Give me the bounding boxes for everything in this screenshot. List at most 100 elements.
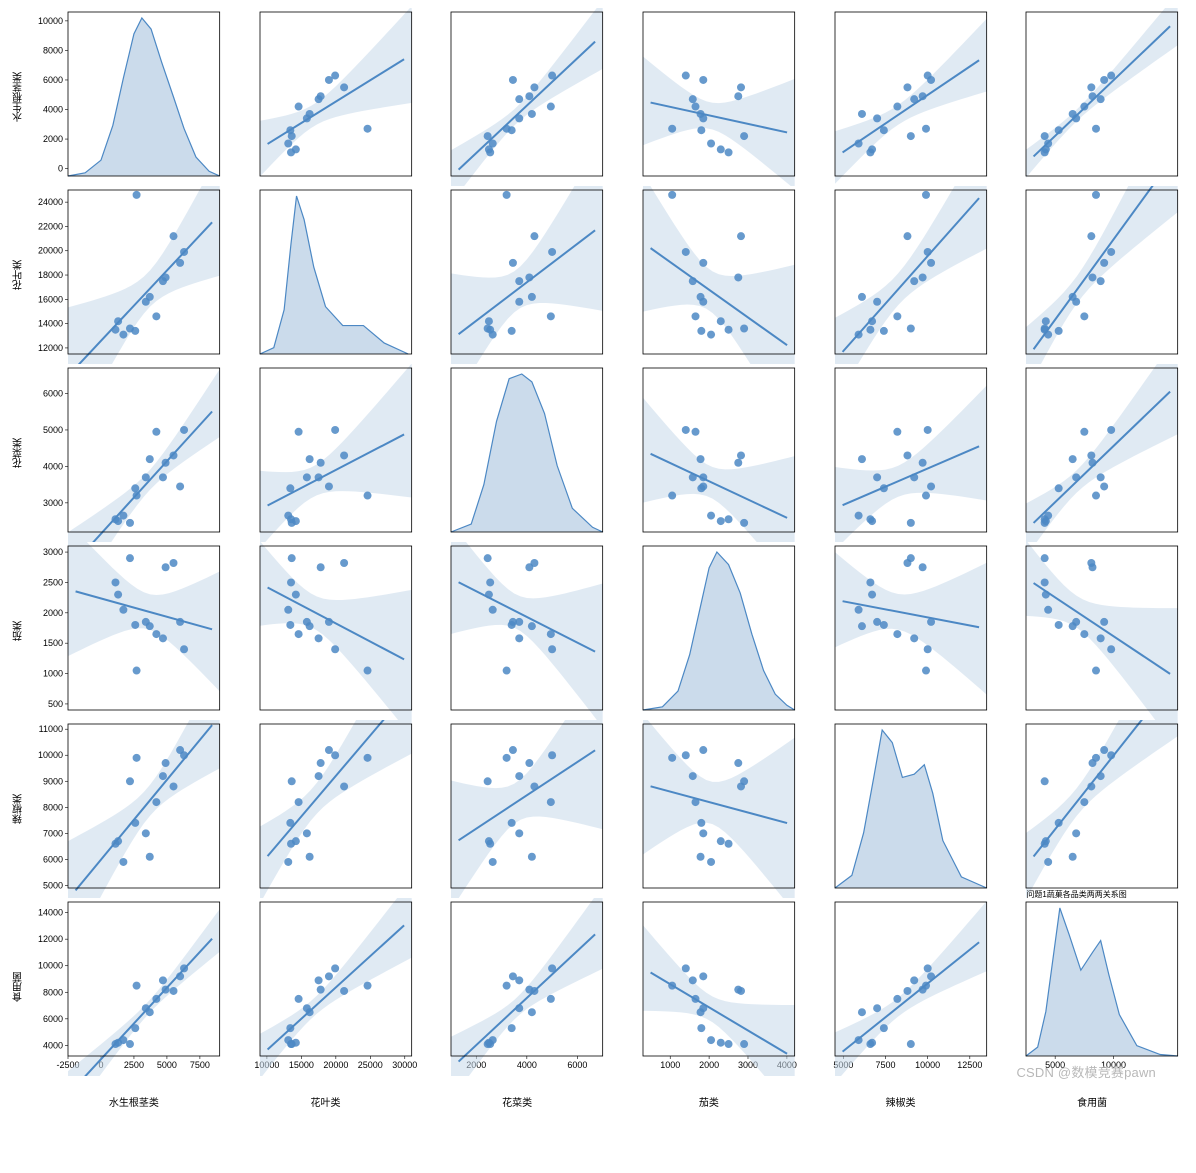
svg-text:18000: 18000 — [38, 270, 63, 280]
svg-text:500: 500 — [48, 699, 63, 709]
scatter-panel — [421, 8, 613, 186]
scatter-panel — [996, 542, 1188, 720]
scatter-panel — [230, 364, 422, 542]
svg-text:2000: 2000 — [43, 608, 63, 618]
scatter-panel — [613, 186, 805, 364]
svg-text:24000: 24000 — [38, 197, 63, 207]
svg-text:5000: 5000 — [43, 880, 63, 890]
scatter-panel — [805, 186, 997, 364]
col-axis-label: 辣椒类 — [805, 1076, 997, 1109]
svg-text:2000: 2000 — [699, 1060, 719, 1070]
scatter-panel: 1000015000200002500030000 — [230, 898, 422, 1076]
svg-text:4000: 4000 — [43, 1040, 63, 1050]
scatter-panel — [421, 720, 613, 898]
svg-text:22000: 22000 — [38, 221, 63, 231]
svg-text:1000: 1000 — [43, 669, 63, 679]
svg-text:15000: 15000 — [289, 1060, 314, 1070]
scatter-panel: 问题1蔬菓各品类两两关系图 — [996, 720, 1188, 898]
kde-panel — [230, 186, 422, 364]
svg-text:8000: 8000 — [43, 45, 63, 55]
svg-text:3000: 3000 — [43, 547, 63, 557]
row-axis-label: 花叶类 — [0, 186, 38, 364]
col-axis-label: 水生根茎类 — [38, 1076, 230, 1109]
pairplot-grid: 水生根茎类0200040006000800010000花叶类1200014000… — [0, 0, 1196, 1076]
svg-text:11000: 11000 — [39, 724, 63, 734]
scatter-panel — [996, 8, 1188, 186]
scatter-panel: 400060008000100001200014000-250002500500… — [38, 898, 230, 1076]
col-axis-label: 茄类 — [613, 1076, 805, 1109]
row-axis-label: 辣椒类 — [0, 720, 38, 898]
svg-text:7500: 7500 — [875, 1060, 895, 1070]
svg-text:10000: 10000 — [38, 16, 63, 26]
svg-text:25000: 25000 — [357, 1060, 382, 1070]
svg-text:9000: 9000 — [43, 776, 63, 786]
col-axis-label: 花叶类 — [230, 1076, 422, 1109]
svg-text:16000: 16000 — [38, 294, 63, 304]
svg-text:8000: 8000 — [43, 987, 63, 997]
scatter-panel — [613, 364, 805, 542]
kde-panel — [421, 364, 613, 542]
scatter-panel: 200040006000 — [421, 898, 613, 1076]
svg-text:6000: 6000 — [43, 1014, 63, 1024]
scatter-panel — [805, 8, 997, 186]
scatter-panel — [996, 186, 1188, 364]
svg-text:6000: 6000 — [43, 75, 63, 85]
svg-text:7500: 7500 — [190, 1060, 210, 1070]
svg-text:10000: 10000 — [38, 961, 63, 971]
bottom-axis-labels: 水生根茎类花叶类花菜类茄类辣椒类食用菌 — [0, 1076, 1196, 1109]
svg-text:12000: 12000 — [38, 343, 63, 353]
scatter-panel — [805, 542, 997, 720]
svg-text:30000: 30000 — [392, 1060, 417, 1070]
scatter-panel: 1000200030004000 — [613, 898, 805, 1076]
scatter-panel — [230, 8, 422, 186]
svg-text:12000: 12000 — [38, 934, 63, 944]
scatter-panel — [996, 364, 1188, 542]
svg-text:7000: 7000 — [43, 828, 63, 838]
svg-text:6000: 6000 — [43, 854, 63, 864]
svg-text:5000: 5000 — [43, 425, 63, 435]
scatter-panel: 500075001000012500 — [805, 898, 997, 1076]
kde-panel — [613, 542, 805, 720]
scatter-panel — [230, 720, 422, 898]
row-axis-label: 食用菌 — [0, 898, 38, 1076]
svg-text:3000: 3000 — [43, 498, 63, 508]
svg-text:6000: 6000 — [568, 1060, 588, 1070]
scatter-panel: 3000 4000 5000 6000 — [38, 364, 230, 542]
scatter-panel — [805, 364, 997, 542]
svg-text:2500: 2500 — [124, 1060, 144, 1070]
col-axis-label: 花菜类 — [421, 1076, 613, 1109]
svg-text:20000: 20000 — [38, 246, 63, 256]
svg-text:10000: 10000 — [1101, 1060, 1126, 1070]
svg-text:2500: 2500 — [43, 577, 63, 587]
row-axis-label: 水生根茎类 — [0, 8, 38, 186]
col-axis-label: 食用菌 — [996, 1076, 1188, 1109]
svg-text:14000: 14000 — [38, 319, 63, 329]
scatter-panel: 500060007000800090001000011000 — [38, 720, 230, 898]
scatter-panel — [230, 542, 422, 720]
svg-text:14000: 14000 — [38, 908, 63, 918]
scatter-panel — [613, 8, 805, 186]
svg-text:1500: 1500 — [43, 638, 63, 648]
scatter-panel — [421, 186, 613, 364]
svg-text:4000: 4000 — [43, 105, 63, 115]
kde-panel: 5000 10000 — [996, 898, 1188, 1076]
svg-text:20000: 20000 — [323, 1060, 348, 1070]
svg-text:4000: 4000 — [517, 1060, 537, 1070]
kde-panel: 0 2000 4000 6000 8000 10000 — [38, 8, 230, 186]
pairplot-container: 水生根茎类0200040006000800010000花叶类1200014000… — [0, 0, 1196, 1109]
svg-text:5000: 5000 — [1045, 1060, 1065, 1070]
svg-text:0: 0 — [58, 164, 63, 174]
scatter-panel: 500 1000 1500 2000 2500 3000 — [38, 542, 230, 720]
svg-text:2000: 2000 — [43, 134, 63, 144]
row-axis-label: 花菜类 — [0, 364, 38, 542]
svg-text:1000: 1000 — [660, 1060, 680, 1070]
scatter-panel — [613, 720, 805, 898]
scatter-panel: 12000 14000 16000 18000 20000 22000 24000 — [38, 186, 230, 364]
svg-text:8000: 8000 — [43, 802, 63, 812]
svg-text:4000: 4000 — [43, 461, 63, 471]
svg-text:10000: 10000 — [915, 1060, 940, 1070]
svg-text:12500: 12500 — [957, 1060, 982, 1070]
svg-text:6000: 6000 — [43, 389, 63, 399]
row-axis-label: 茄类 — [0, 542, 38, 720]
scatter-panel — [421, 542, 613, 720]
